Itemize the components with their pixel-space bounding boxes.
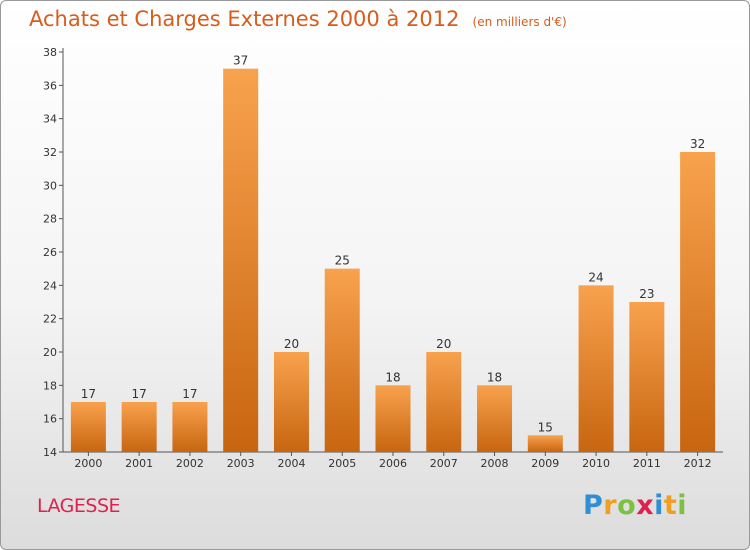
bar-value-label: 17 [81,387,96,401]
y-tick-label: 30 [43,179,57,192]
bar-value-label: 24 [588,270,603,284]
y-tick-label: 18 [43,379,57,392]
bar-value-label: 23 [639,287,654,301]
y-tick-label: 20 [43,346,57,359]
bar-2009[interactable] [527,435,563,452]
bar-2001[interactable] [121,402,157,452]
bar-value-label: 25 [335,254,350,268]
x-tick-label: 2005 [328,457,356,470]
x-tick-label: 2003 [227,457,255,470]
bar-2005[interactable] [324,268,360,452]
bar-2000[interactable] [70,402,106,452]
x-tick-label: 2000 [74,457,102,470]
x-tick-label: 2010 [582,457,610,470]
x-tick-label: 2009 [531,457,559,470]
bar-2003[interactable] [223,68,259,453]
x-tick-label: 2006 [379,457,407,470]
logo-letter: t [663,490,678,521]
bar-2006[interactable] [375,385,411,452]
logo-letter: x [636,490,655,521]
bar-value-label: 18 [487,370,502,384]
bar-value-label: 37 [233,54,248,68]
y-tick-label: 38 [43,46,57,59]
x-tick-label: 2001 [125,457,153,470]
x-tick-label: 2008 [481,457,509,470]
y-tick-label: 28 [43,213,57,226]
bar-value-label: 17 [182,387,197,401]
bar-value-label: 20 [436,337,451,351]
logo-letter: i [654,490,664,521]
bar-value-label: 18 [385,370,400,384]
bar-2010[interactable] [578,285,614,452]
bar-2008[interactable] [477,385,513,452]
bar-value-label: 17 [132,387,147,401]
y-tick-label: 16 [43,413,57,426]
x-tick-label: 2002 [176,457,204,470]
y-tick-label: 32 [43,146,57,159]
x-tick-label: 2007 [430,457,458,470]
y-tick-label: 14 [43,446,57,459]
location-name: LAGESSE [37,495,121,517]
y-tick-label: 36 [43,79,57,92]
title-row: Achats et Charges Externes 2000 à 2012 (… [29,7,567,31]
y-tick-label: 24 [43,279,57,292]
y-tick-label: 22 [43,313,57,326]
logo-letter: r [603,490,618,521]
bar-2004[interactable] [273,352,309,452]
bar-2011[interactable] [629,302,665,452]
chart-subtitle: (en milliers d'€) [472,15,567,29]
x-tick-label: 2011 [633,457,661,470]
logo-letter: i [677,490,688,521]
bar-2002[interactable] [172,402,208,452]
bar-value-label: 32 [690,137,705,151]
x-tick-label: 2004 [277,457,305,470]
bar-value-label: 20 [284,337,299,351]
bar-2012[interactable] [680,152,716,452]
bar-2007[interactable] [426,352,462,452]
chart-title: Achats et Charges Externes 2000 à 2012 [29,7,460,31]
logo-letter: P [583,490,604,521]
x-tick-label: 2012 [684,457,712,470]
bar-value-label: 15 [538,420,553,434]
y-tick-label: 34 [43,113,57,126]
y-tick-label: 26 [43,246,57,259]
proxiti-logo[interactable]: Proxiti [583,490,687,521]
logo-letter: o [617,490,637,521]
